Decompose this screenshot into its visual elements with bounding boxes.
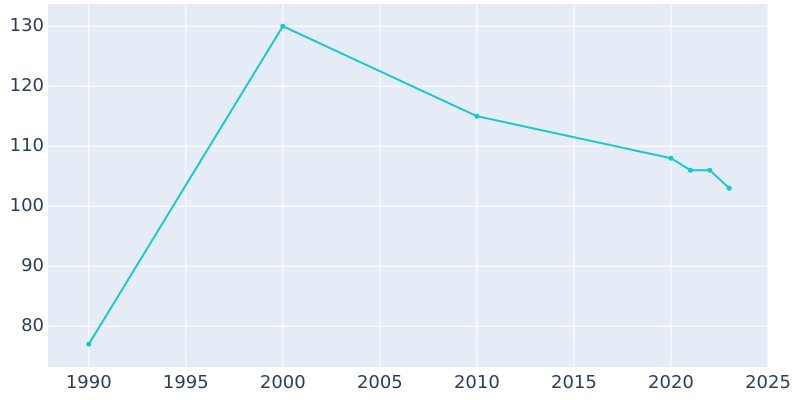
x-tick-label: 2005 bbox=[357, 372, 403, 393]
y-tick-label: 110 bbox=[10, 135, 44, 156]
plot-area bbox=[48, 4, 768, 367]
x-tick-label: 2010 bbox=[454, 372, 500, 393]
x-tick-label: 1995 bbox=[163, 372, 209, 393]
x-tick-label: 2000 bbox=[260, 372, 306, 393]
point bbox=[707, 167, 713, 173]
y-tick-label: 90 bbox=[21, 255, 44, 276]
point bbox=[280, 23, 286, 29]
x-tick-label: 2020 bbox=[648, 372, 694, 393]
x-tick-label: 2015 bbox=[551, 372, 597, 393]
point bbox=[726, 185, 732, 191]
y-tick-label: 120 bbox=[10, 75, 44, 96]
x-tick-label: 1990 bbox=[66, 372, 112, 393]
point bbox=[474, 113, 480, 119]
point bbox=[86, 341, 92, 347]
x-tick-label: 2025 bbox=[745, 372, 791, 393]
y-tick-label: 80 bbox=[21, 315, 44, 336]
point bbox=[668, 155, 674, 161]
y-tick-label: 130 bbox=[10, 15, 44, 36]
y-tick-label: 100 bbox=[10, 195, 44, 216]
point bbox=[687, 167, 693, 173]
